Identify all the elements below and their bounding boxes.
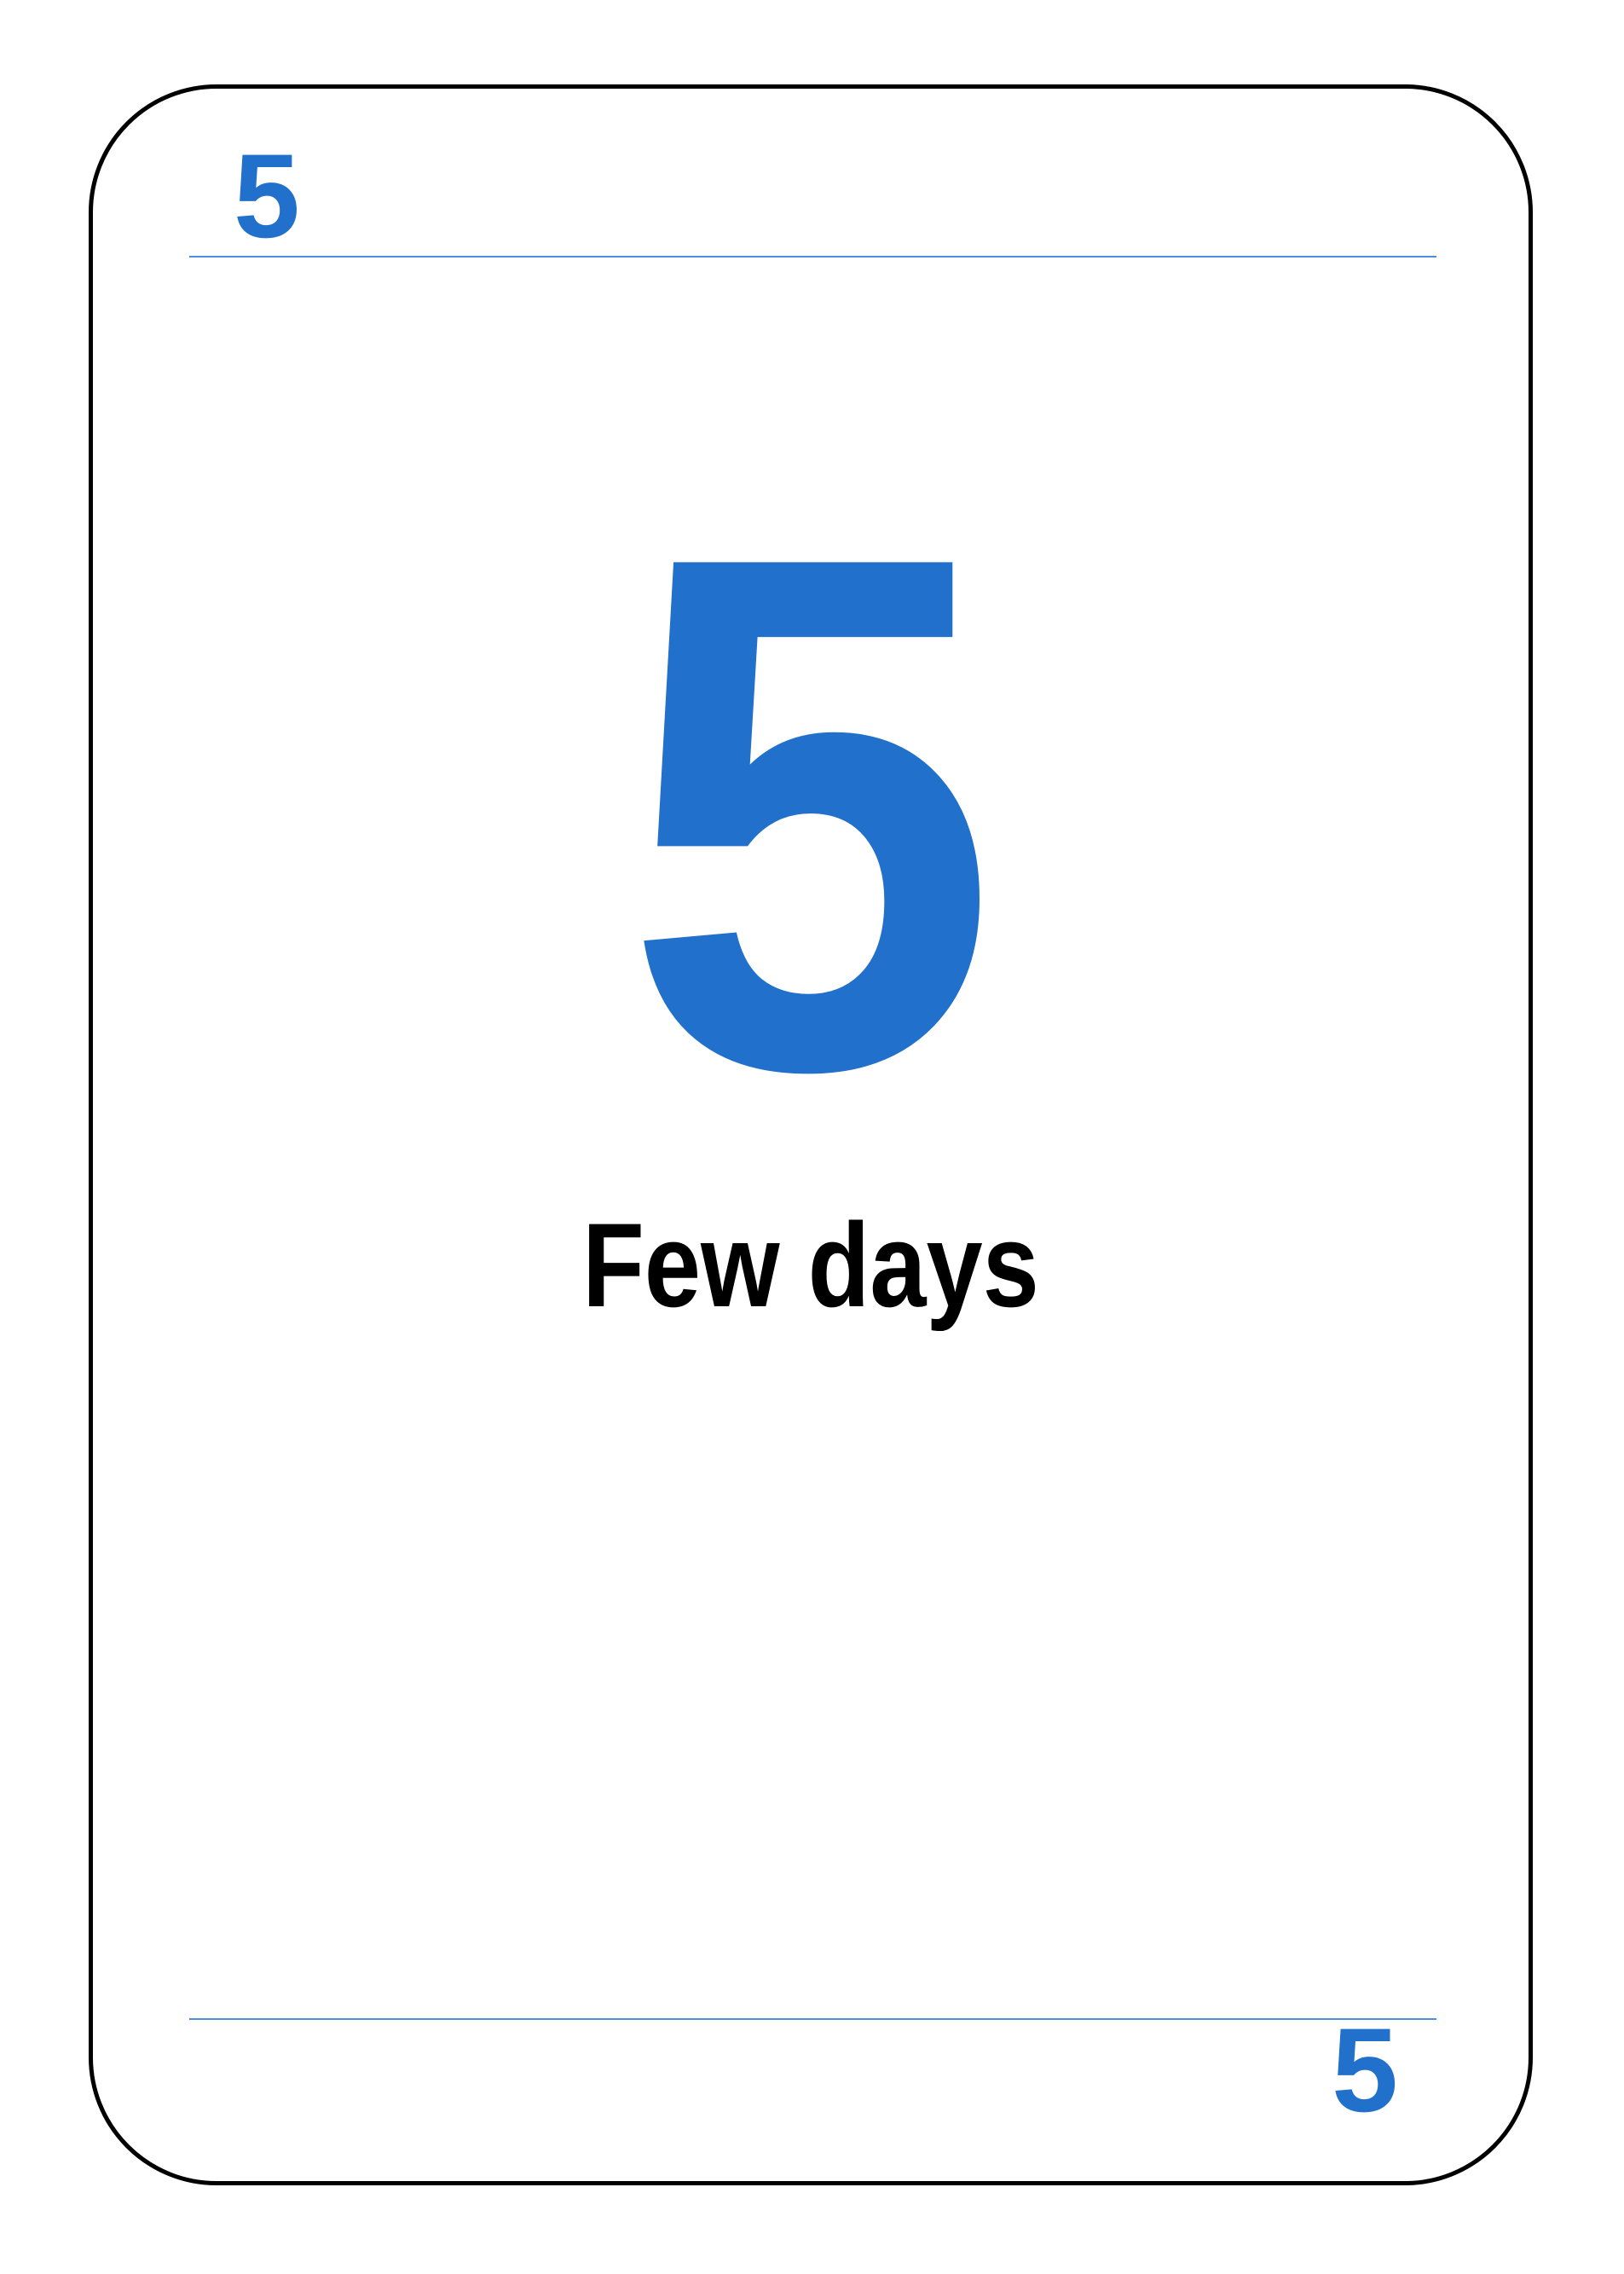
card-caption: Few days [582, 1198, 1039, 1332]
card-corner-value-bottom: 5 [1332, 2003, 1398, 2137]
card-value: 5 [622, 403, 999, 1223]
playing-card: 5 5 Few days 5 [89, 84, 1533, 2185]
top-divider [189, 256, 1436, 257]
card-corner-value-top: 5 [234, 129, 300, 263]
bottom-divider [189, 2018, 1436, 2020]
